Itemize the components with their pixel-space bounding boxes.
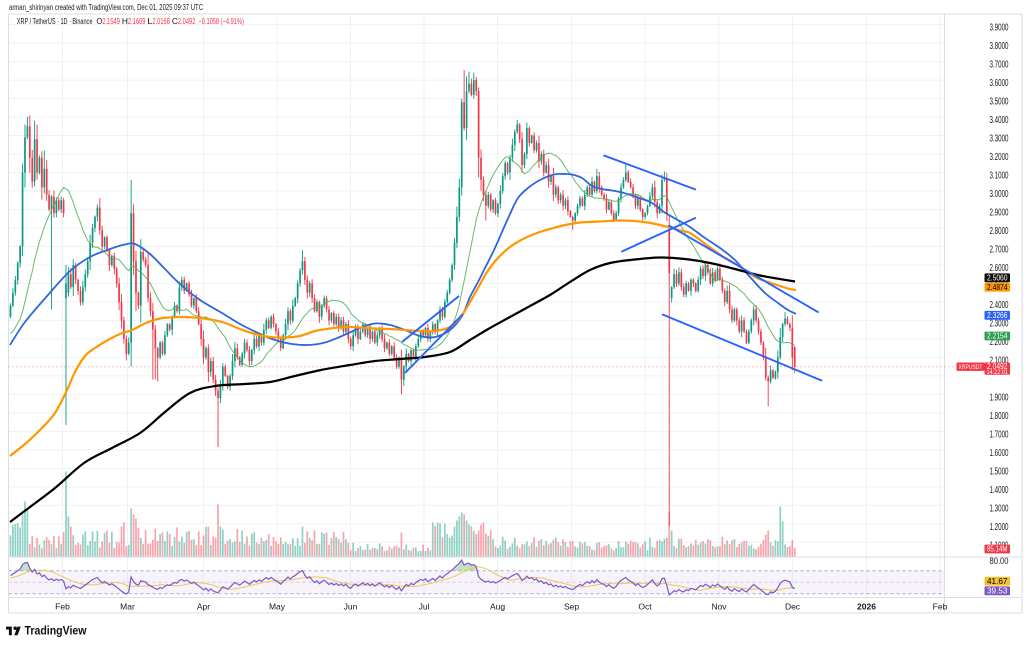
svg-text:−0.1058 (−4.91%): −0.1058 (−4.91%) xyxy=(198,16,244,26)
svg-text:May: May xyxy=(269,602,286,612)
svg-text:3.7000: 3.7000 xyxy=(990,60,1009,71)
svg-text:2.8000: 2.8000 xyxy=(990,226,1009,237)
svg-text:3.0000: 3.0000 xyxy=(990,189,1009,200)
svg-text:2026: 2026 xyxy=(857,602,876,612)
svg-text:3.4000: 3.4000 xyxy=(990,115,1009,126)
svg-text:3.5000: 3.5000 xyxy=(990,97,1009,108)
svg-text:C: C xyxy=(172,16,178,26)
svg-text:2.9000: 2.9000 xyxy=(990,208,1009,219)
svg-text:1.6000: 1.6000 xyxy=(990,448,1009,459)
svg-text:3.2000: 3.2000 xyxy=(990,152,1009,163)
svg-text:41.67: 41.67 xyxy=(987,576,1008,586)
svg-text:1.7000: 1.7000 xyxy=(990,429,1009,440)
svg-text:XRP / TetherUS · 1D · Binance: XRP / TetherUS · 1D · Binance xyxy=(17,16,93,26)
svg-text:H: H xyxy=(122,16,128,26)
svg-text:1.5000: 1.5000 xyxy=(990,466,1009,477)
svg-text:Mar: Mar xyxy=(120,602,135,612)
svg-text:2.0492: 2.0492 xyxy=(178,16,196,26)
svg-text:1.4000: 1.4000 xyxy=(990,485,1009,496)
svg-text:3.8000: 3.8000 xyxy=(990,41,1009,52)
svg-text:3.6000: 3.6000 xyxy=(990,78,1009,89)
svg-text:2.3000: 2.3000 xyxy=(990,318,1009,329)
svg-text:O: O xyxy=(96,16,102,26)
svg-text:2.2154: 2.2154 xyxy=(987,331,1008,341)
svg-text:2.0168: 2.0168 xyxy=(152,16,170,26)
svg-text:2.3266: 2.3266 xyxy=(987,310,1008,320)
svg-text:3.1000: 3.1000 xyxy=(990,171,1009,182)
svg-text:TradingView: TradingView xyxy=(25,625,88,638)
svg-text:1.2000: 1.2000 xyxy=(990,522,1009,533)
svg-text:14:22:01: 14:22:01 xyxy=(987,369,1009,376)
svg-text:Feb: Feb xyxy=(55,602,70,612)
svg-text:Apr: Apr xyxy=(197,602,210,612)
svg-text:Jul: Jul xyxy=(419,602,430,612)
svg-text:2.1609: 2.1609 xyxy=(128,16,146,26)
svg-text:2.1549: 2.1549 xyxy=(102,16,120,26)
svg-text:Oct: Oct xyxy=(638,602,652,612)
svg-text:Aug: Aug xyxy=(490,602,505,612)
svg-text:L: L xyxy=(147,16,152,26)
svg-text:1.3000: 1.3000 xyxy=(990,503,1009,514)
svg-text:1.9000: 1.9000 xyxy=(990,392,1009,403)
svg-text:2.4000: 2.4000 xyxy=(990,300,1009,311)
svg-text:2.1000: 2.1000 xyxy=(990,355,1009,366)
svg-text:Nov: Nov xyxy=(711,602,727,612)
svg-text:2.0492: 2.0492 xyxy=(987,361,1008,371)
svg-text:XRPUSDT: XRPUSDT xyxy=(959,364,983,371)
svg-text:85.14M: 85.14M xyxy=(987,544,1008,554)
svg-text:Feb: Feb xyxy=(933,602,948,612)
svg-text:Jun: Jun xyxy=(344,602,358,612)
svg-text:Sep: Sep xyxy=(564,602,579,612)
svg-text:2.6000: 2.6000 xyxy=(990,263,1009,274)
svg-text:80.00: 80.00 xyxy=(990,556,1009,567)
svg-text:3.3000: 3.3000 xyxy=(990,134,1009,145)
svg-text:Dec: Dec xyxy=(785,602,801,612)
svg-text:2.5060: 2.5060 xyxy=(987,272,1008,282)
svg-text:2.2000: 2.2000 xyxy=(990,337,1009,348)
svg-text:39.53: 39.53 xyxy=(987,585,1008,595)
svg-text:2.7000: 2.7000 xyxy=(990,245,1009,256)
svg-text:1.8000: 1.8000 xyxy=(990,411,1009,422)
svg-text:2.4874: 2.4874 xyxy=(987,282,1008,292)
svg-text:arman_shirinyan created with T: arman_shirinyan created with TradingView… xyxy=(9,3,203,12)
svg-text:3.9000: 3.9000 xyxy=(990,23,1009,34)
